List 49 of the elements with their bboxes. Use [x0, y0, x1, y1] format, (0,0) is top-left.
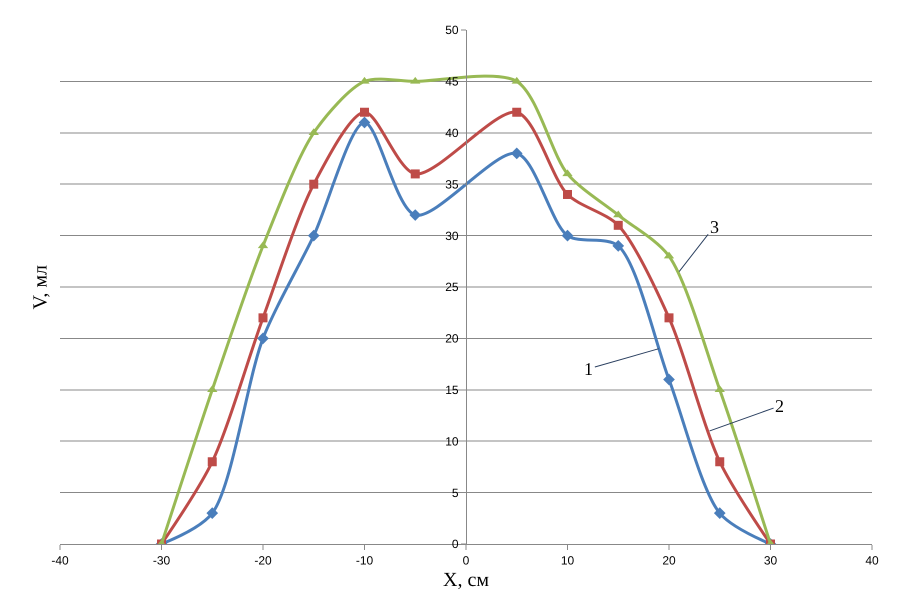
y-tick-label: 20	[445, 332, 459, 346]
point	[714, 385, 725, 392]
y-tick-label: 35	[445, 177, 459, 192]
point	[308, 128, 319, 136]
y-tick-label: 25	[445, 280, 459, 294]
y-tick-label: 50	[445, 23, 459, 38]
point	[309, 180, 318, 189]
x-tick-label: -20	[254, 553, 272, 568]
y-axis-title: V, мл	[30, 265, 52, 310]
point	[510, 148, 523, 160]
x-tick-label: 30	[764, 553, 778, 568]
point	[206, 507, 218, 520]
annotation: 1	[584, 359, 593, 379]
x-tick-label: 10	[560, 553, 574, 568]
point	[208, 457, 217, 466]
x-tick-label: -10	[356, 553, 374, 568]
point	[410, 169, 420, 178]
point	[207, 385, 218, 392]
point	[715, 457, 724, 466]
point	[360, 108, 369, 117]
point	[358, 116, 370, 128]
point	[614, 220, 623, 230]
point	[308, 230, 320, 242]
point	[612, 240, 624, 252]
point	[512, 108, 522, 117]
point	[563, 190, 572, 199]
y-tick-label: 10	[445, 434, 459, 448]
point	[410, 76, 420, 84]
y-tick-label: 40	[445, 126, 459, 140]
point	[714, 507, 726, 520]
y-tick-label: 0	[452, 537, 459, 552]
point	[257, 332, 269, 344]
y-tick-label: 30	[445, 228, 459, 243]
y-tick-label: 5	[452, 486, 459, 500]
point	[258, 313, 268, 322]
point	[409, 209, 422, 221]
point	[664, 313, 674, 322]
x-tick-label: 40	[865, 553, 879, 568]
point	[562, 230, 574, 242]
point	[663, 374, 675, 386]
annotation: 2	[775, 396, 784, 416]
annotation: 3	[710, 217, 719, 237]
x-axis-title: X, см	[443, 568, 490, 591]
x-tick-label: 20	[662, 553, 676, 568]
x-tick-label: -30	[152, 553, 170, 568]
y-tick-label: 15	[445, 383, 459, 397]
x-tick-label: -40	[51, 553, 69, 568]
point	[512, 76, 522, 84]
x-tick-label: 0	[462, 553, 470, 568]
